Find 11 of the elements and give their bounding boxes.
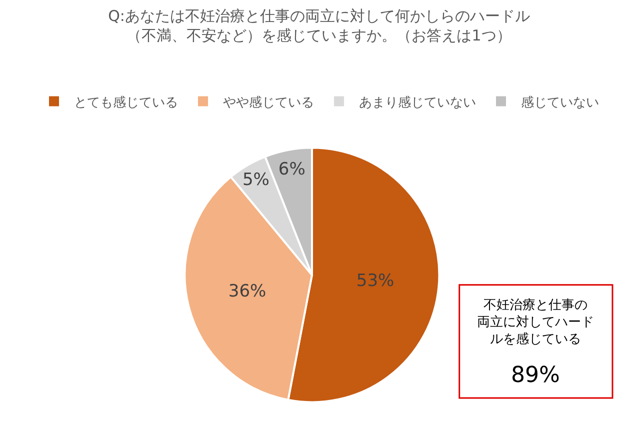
legend-label: やや感じている xyxy=(223,95,314,110)
legend-label: あまり感じていない xyxy=(359,95,476,110)
data-label: 6% xyxy=(278,160,306,180)
data-label: 5% xyxy=(242,170,270,190)
chart-title: Q:あなたは不妊治療と仕事の両立に対して何かしらのハードル（不満、不安など）を感じていますか。（お答えは1つ） xyxy=(108,7,530,45)
text: 不妊治療と仕事の両立に対してハードルを感じている xyxy=(477,298,594,347)
data-label: 53% xyxy=(356,270,394,291)
legend-label: とても感じている xyxy=(74,95,178,110)
data-label: 36% xyxy=(228,282,266,302)
legend-label: 感じていない xyxy=(521,95,599,110)
text: 89% xyxy=(511,363,560,388)
